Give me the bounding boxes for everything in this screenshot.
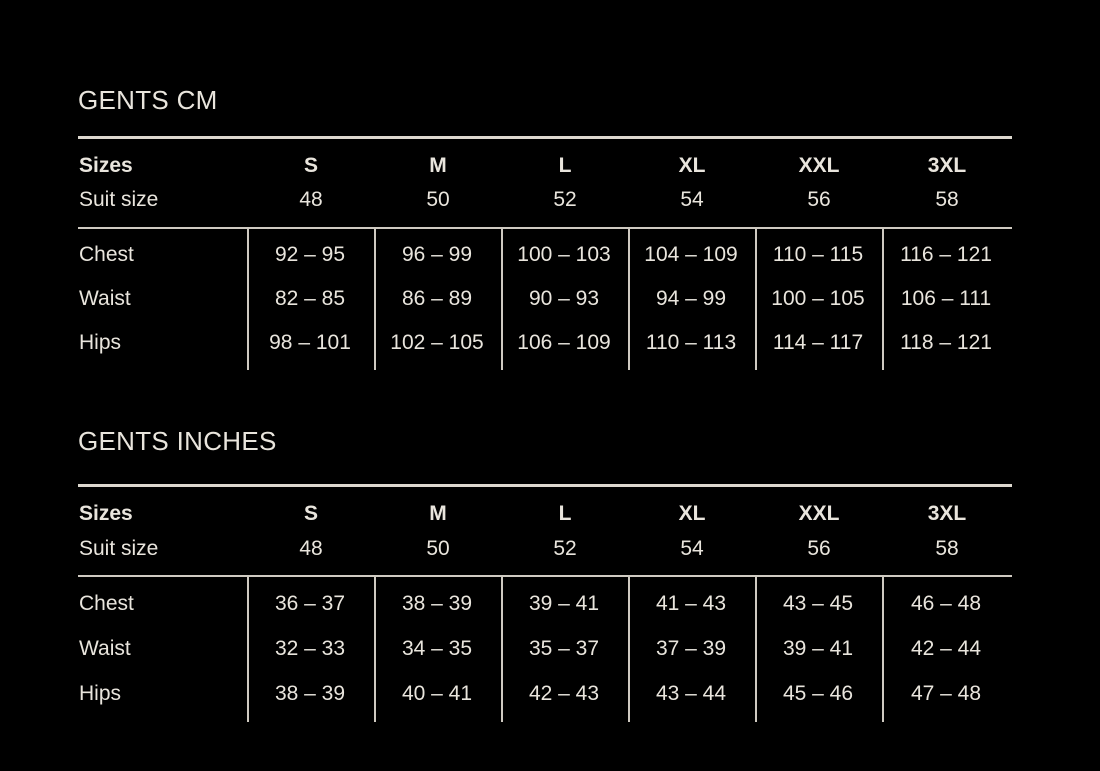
column-divider: [374, 575, 376, 722]
measurement-cell: 100 – 105: [771, 287, 865, 310]
measurement-cell: 43 – 44: [655, 682, 727, 705]
size-header-m: M: [429, 154, 447, 177]
header-rule: [78, 136, 1012, 139]
size-header-s: S: [303, 154, 319, 177]
sizes-label: Sizes: [79, 154, 133, 177]
suit-size-cell: 56: [807, 537, 831, 560]
measurement-cell: 106 – 109: [517, 331, 611, 354]
measurement-cell: 41 – 43: [655, 592, 727, 615]
measurement-cell: 37 – 39: [655, 637, 727, 660]
measurement-cell: 32 – 33: [274, 637, 346, 660]
suit-size-label: Suit size: [79, 537, 159, 560]
measurement-cell: 35 – 37: [528, 637, 600, 660]
measurement-cell: 94 – 99: [655, 287, 727, 310]
size-header-l: L: [558, 502, 572, 525]
measurement-cell: 114 – 117: [772, 331, 864, 354]
measurement-cell: 92 – 95: [274, 243, 346, 266]
measurement-cell: 40 – 41: [401, 682, 473, 705]
suit-size-cell: 58: [935, 537, 959, 560]
size-header-xl: XL: [678, 502, 706, 525]
measurement-cell: 34 – 35: [401, 637, 473, 660]
size-header-3xl: 3XL: [927, 502, 967, 525]
measurement-cell: 42 – 43: [528, 682, 600, 705]
measurement-cell: 82 – 85: [274, 287, 346, 310]
column-divider: [755, 575, 757, 722]
column-divider: [501, 227, 503, 370]
measurement-cell: 47 – 48: [910, 682, 982, 705]
body-rule: [78, 227, 1012, 229]
column-divider: [882, 575, 884, 722]
measurement-cell: 42 – 44: [910, 637, 982, 660]
row-label-hips: Hips: [79, 682, 122, 705]
suit-size-cell: 58: [935, 188, 959, 211]
measurement-cell: 100 – 103: [517, 243, 611, 266]
row-label-chest: Chest: [79, 243, 134, 266]
measurement-cell: 36 – 37: [274, 592, 346, 615]
suit-size-cell: 56: [807, 188, 831, 211]
column-divider: [628, 575, 630, 722]
column-divider: [501, 575, 503, 722]
measurement-cell: 110 – 115: [772, 243, 864, 266]
header-rule: [78, 484, 1012, 487]
measurement-cell: 90 – 93: [528, 287, 600, 310]
column-divider: [247, 227, 249, 370]
row-label-waist: Waist: [79, 637, 131, 660]
row-label-hips: Hips: [79, 331, 122, 354]
row-label-waist: Waist: [79, 287, 131, 310]
suit-size-cell: 54: [680, 188, 704, 211]
size-header-xxl: XXL: [798, 154, 840, 177]
suit-size-cell: 50: [426, 188, 450, 211]
column-divider: [755, 227, 757, 370]
measurement-cell: 38 – 39: [274, 682, 346, 705]
sizes-label: Sizes: [79, 502, 133, 525]
suit-size-label: Suit size: [79, 188, 159, 211]
table-title: GENTS INCHES: [78, 426, 277, 456]
measurement-cell: 46 – 48: [910, 592, 982, 615]
measurement-cell: 118 – 121: [900, 331, 992, 354]
measurement-cell: 45 – 46: [782, 682, 854, 705]
measurement-cell: 39 – 41: [528, 592, 600, 615]
table-title: GENTS CM: [78, 85, 218, 115]
row-label-chest: Chest: [79, 592, 134, 615]
measurement-cell: 96 – 99: [401, 243, 473, 266]
body-rule: [78, 575, 1012, 577]
measurement-cell: 98 – 101: [269, 331, 351, 354]
suit-size-cell: 52: [553, 537, 577, 560]
measurement-cell: 43 – 45: [782, 592, 854, 615]
column-divider: [882, 227, 884, 370]
size-header-l: L: [558, 154, 572, 177]
suit-size-cell: 48: [299, 188, 323, 211]
column-divider: [374, 227, 376, 370]
measurement-cell: 106 – 111: [900, 287, 992, 310]
suit-size-cell: 52: [553, 188, 577, 211]
measurement-cell: 110 – 113: [645, 331, 737, 354]
size-header-s: S: [303, 502, 319, 525]
column-divider: [247, 575, 249, 722]
measurement-cell: 104 – 109: [644, 243, 738, 266]
suit-size-cell: 54: [680, 537, 704, 560]
suit-size-cell: 48: [299, 537, 323, 560]
size-header-3xl: 3XL: [927, 154, 967, 177]
size-header-xl: XL: [678, 154, 706, 177]
measurement-cell: 39 – 41: [782, 637, 854, 660]
size-header-m: M: [429, 502, 447, 525]
measurement-cell: 38 – 39: [401, 592, 473, 615]
suit-size-cell: 50: [426, 537, 450, 560]
measurement-cell: 86 – 89: [401, 287, 473, 310]
column-divider: [628, 227, 630, 370]
measurement-cell: 102 – 105: [390, 331, 484, 354]
measurement-cell: 116 – 121: [900, 243, 992, 266]
size-header-xxl: XXL: [798, 502, 840, 525]
